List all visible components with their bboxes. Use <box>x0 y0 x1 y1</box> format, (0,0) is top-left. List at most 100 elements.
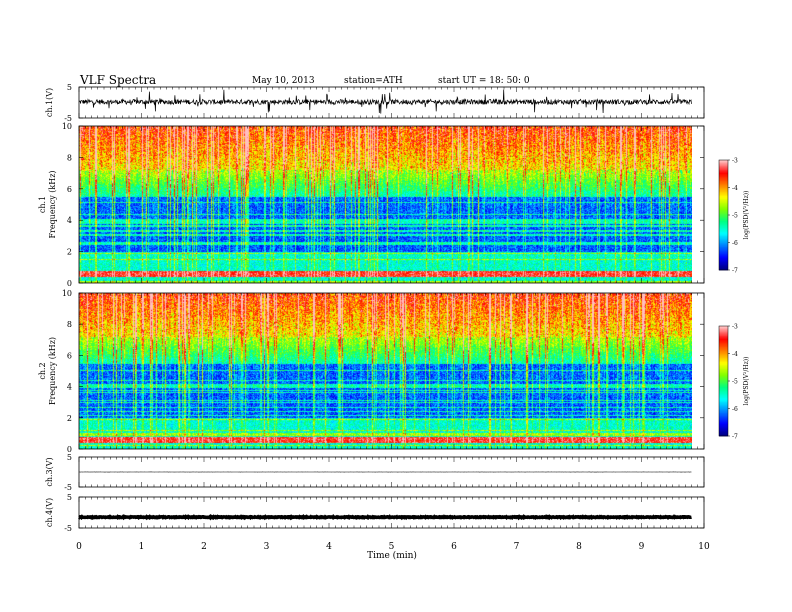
cb1-swatch <box>719 224 728 227</box>
cb1-swatch <box>719 175 728 177</box>
spec2-ylabel-frequency: Frequency (kHz) <box>48 337 57 405</box>
cb2-swatch <box>719 429 728 431</box>
cb2-swatch <box>719 361 728 364</box>
ch1-timeseries-panel: 5 -5 ch.1(V) <box>45 83 705 123</box>
cb1-swatch <box>719 204 728 206</box>
cb2-swatch <box>719 434 728 437</box>
cb2-tick-label: -5 <box>732 379 738 386</box>
cb1-swatch <box>719 245 728 248</box>
spec2-image <box>79 293 692 449</box>
time-axis: 0 1 2 3 4 5 6 7 8 9 10 <box>76 542 710 552</box>
cb2-swatch <box>719 387 728 390</box>
ch4-timeseries-panel: 5 -5 ch.4(V) <box>45 493 705 533</box>
cb2-swatch <box>719 378 728 381</box>
cb1-swatch <box>719 210 728 213</box>
cb2-swatch <box>719 433 728 436</box>
cb1-swatch <box>719 265 728 268</box>
cb2-swatch <box>719 337 728 339</box>
cb1-swatch <box>719 242 728 245</box>
cb2-swatch <box>719 360 728 363</box>
cb2-swatch <box>719 430 728 433</box>
time-tick-label: 2 <box>201 542 207 552</box>
cb1-swatch <box>719 171 728 173</box>
cb1-swatch <box>719 172 728 175</box>
spec1-ylabel-channel: ch.1 <box>38 196 47 213</box>
cb2-swatch <box>719 363 728 365</box>
cb1-swatch <box>719 193 728 195</box>
cb2-swatch <box>719 405 728 408</box>
ch1-ytick-label: 5 <box>67 83 72 92</box>
cb2-swatch <box>719 341 728 343</box>
cb2-swatch <box>719 423 728 426</box>
time-tick-label: 10 <box>698 542 710 552</box>
cb1-swatch <box>719 209 728 212</box>
cb1-swatch <box>719 239 728 242</box>
cb1-swatch <box>719 254 728 257</box>
cb1-swatch <box>719 232 728 235</box>
cb1-swatch <box>719 259 728 261</box>
time-tick-label: 0 <box>76 542 82 552</box>
cb1-swatch <box>719 248 728 250</box>
cb1-swatch <box>719 267 728 270</box>
time-tick-label: 9 <box>639 542 645 552</box>
cb2-tick-label: -7 <box>732 434 738 441</box>
cb1-swatch <box>719 182 728 184</box>
cb1-swatch <box>719 162 728 165</box>
cb1-swatch <box>719 261 728 264</box>
ch2-spectrogram-panel: 0 2 4 6 8 10 ch.2 Frequency (kHz) <box>38 289 705 454</box>
cb2-swatch <box>719 331 728 334</box>
time-tick-label: 3 <box>264 542 270 552</box>
cb2-swatch <box>719 407 728 409</box>
cb1-swatch <box>719 256 728 259</box>
spec1-ytick-label: 0 <box>67 279 72 288</box>
cb1-swatch <box>719 249 728 252</box>
cb1-tick-label: -4 <box>732 185 738 192</box>
cb1-swatch <box>719 194 728 197</box>
cb1-swatch <box>719 246 728 249</box>
cb2-swatch <box>719 394 728 397</box>
cb1-swatch <box>719 164 728 166</box>
cb2-swatch <box>719 368 728 371</box>
spec2-ylabel-channel: ch.2 <box>38 362 47 379</box>
start-time-label: start UT = 18: 50: 0 <box>438 76 530 86</box>
cb2-swatch <box>719 414 728 416</box>
cb1-swatch <box>719 227 728 230</box>
cb1-swatch <box>719 195 728 198</box>
cb1-swatch <box>719 212 728 215</box>
cb1-tick-label: -5 <box>732 213 738 220</box>
cb1-swatch <box>719 197 728 199</box>
cb2-swatch <box>719 408 728 411</box>
time-tick-label: 7 <box>514 542 520 552</box>
cb2-swatch <box>719 393 728 396</box>
cb2-swatch <box>719 367 728 370</box>
ch1-ylabel: ch.1(V) <box>45 88 54 117</box>
cb1-swatch <box>719 264 728 267</box>
cb2-swatch <box>719 350 728 353</box>
spec2-ytick-label: 10 <box>62 289 72 298</box>
cb1-swatch <box>719 243 728 246</box>
spec2-ytick-label: 8 <box>67 320 72 329</box>
ch4-ytick-label: -5 <box>64 524 72 533</box>
cb2-swatch <box>719 416 728 419</box>
cb2-swatch <box>719 420 728 423</box>
cb1-swatch <box>719 161 728 164</box>
cb2-swatch <box>719 411 728 414</box>
cb2-swatch <box>719 409 728 412</box>
spec1-ytick-label: 8 <box>67 153 72 162</box>
cb2-swatch <box>719 342 728 345</box>
spec2-ytick-label: 6 <box>67 351 72 360</box>
cb2-swatch <box>719 431 728 434</box>
cb1-swatch <box>719 177 728 180</box>
cb1-swatch <box>719 166 728 169</box>
cb1-swatch <box>719 176 728 179</box>
cb2-swatch <box>719 353 728 356</box>
cb1-swatch <box>719 219 728 221</box>
time-tick-label: 8 <box>576 542 582 552</box>
cb1-swatch <box>719 179 728 182</box>
cb2-swatch <box>719 349 728 352</box>
cb1-swatch <box>719 168 728 171</box>
cb1-swatch <box>719 252 728 254</box>
cb1-swatch <box>719 187 728 190</box>
cb1-tick-label: -7 <box>732 268 738 275</box>
spec2-ytick-label: 2 <box>67 414 72 423</box>
